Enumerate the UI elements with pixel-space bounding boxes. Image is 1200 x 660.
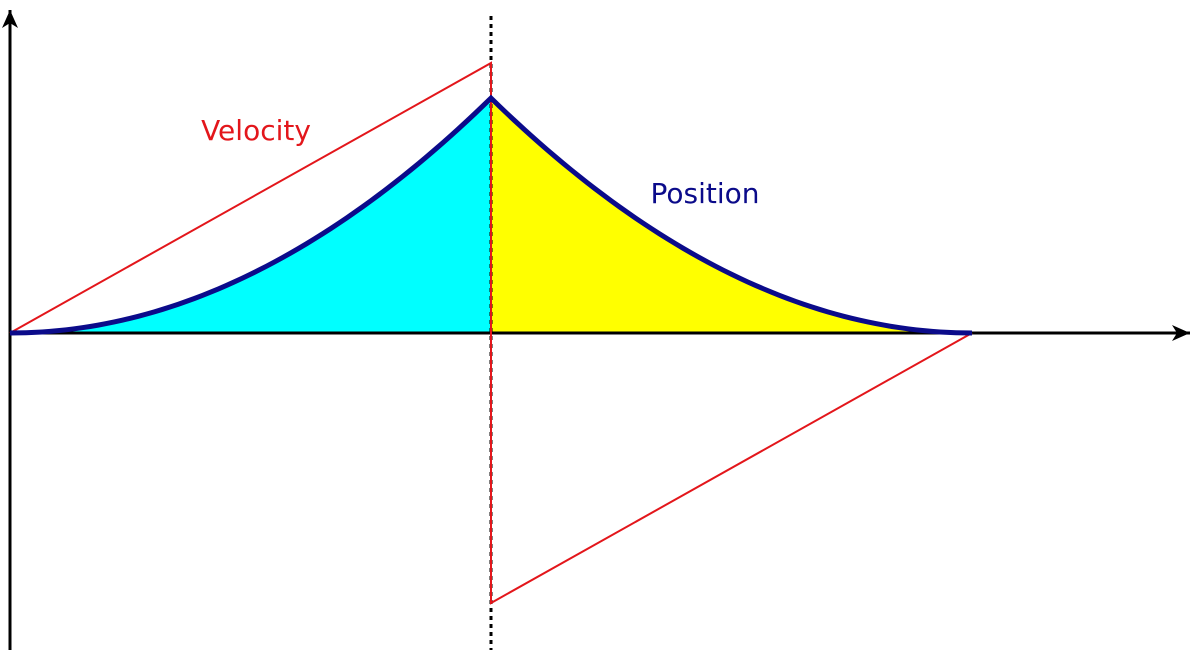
velocity-curve (9, 61, 973, 605)
position-fill-after-switch (491, 98, 972, 333)
velocity-label: Velocity (201, 114, 311, 147)
position-label: Position (650, 177, 759, 210)
position-curve (9, 94, 973, 336)
position-fill-before-switch (10, 98, 491, 333)
